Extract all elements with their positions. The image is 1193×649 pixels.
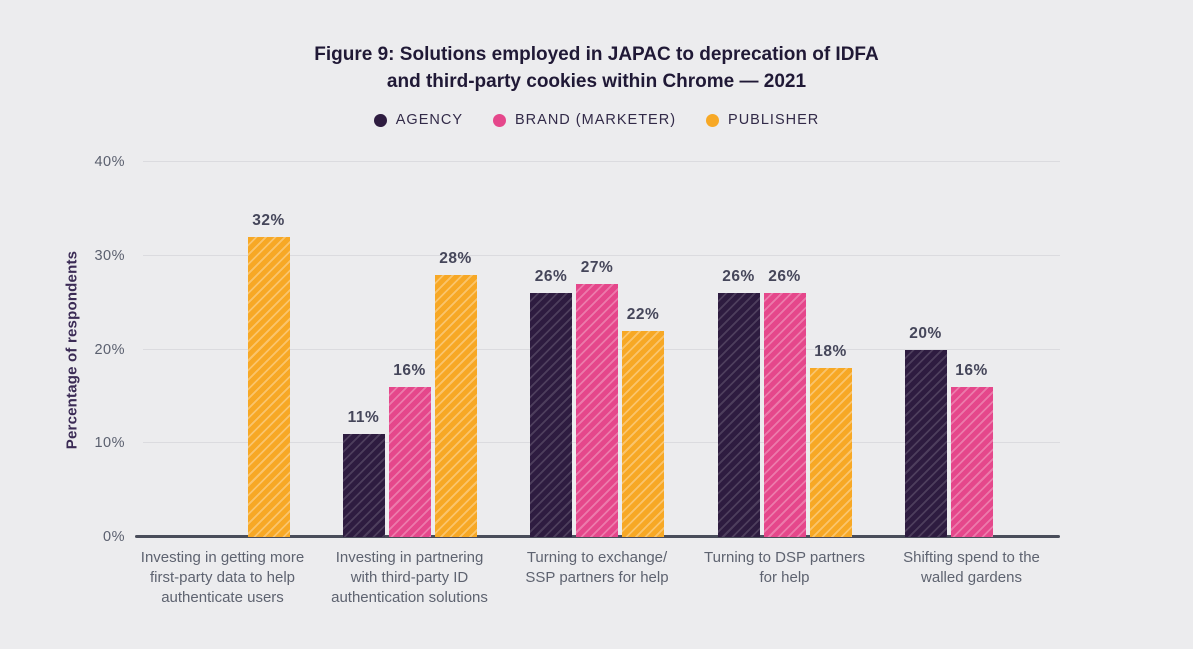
bar-slot-agency: 26% — [717, 162, 760, 537]
legend-label-brand: BRAND (MARKETER) — [515, 112, 677, 128]
bar-agency: 26% — [530, 268, 572, 537]
bar-slot-agency — [156, 162, 198, 537]
bar-publisher: 28% — [434, 250, 477, 537]
bar-brand: 26% — [763, 268, 806, 537]
bar-slot-brand: 27% — [576, 162, 618, 537]
y-tick-label-30: 30% — [94, 247, 125, 264]
legend-label-publisher: PUBLISHER — [728, 112, 820, 128]
bar-publisher: 22% — [622, 306, 664, 537]
legend-label-agency: AGENCY — [395, 112, 464, 128]
bar-value-label: 26% — [768, 268, 801, 286]
figure-title-line2: and third-party cookies within Chrome — … — [386, 71, 807, 92]
bar-slot-publisher: 22% — [622, 162, 664, 537]
figure-number: Figure 9: — [314, 44, 395, 65]
legend-item-agency: AGENCY — [373, 112, 464, 128]
y-tick-label-20: 20% — [94, 341, 125, 358]
bar-value-label: 11% — [347, 408, 380, 426]
bar-group-1: 32% — [156, 162, 290, 537]
chart-legend: AGENCY BRAND (MARKETER) PUBLISHER — [0, 112, 1193, 128]
bar-value-label: 16% — [955, 362, 988, 379]
y-axis-title-text: Percentage of respondents — [63, 250, 81, 449]
category-label-3: Turning to exchange/SSP partners for hel… — [525, 549, 669, 586]
gridline-40 — [143, 161, 1060, 162]
legend-item-publisher: PUBLISHER — [706, 112, 819, 128]
bar-value-label: 27% — [580, 258, 614, 276]
bar-group-5: 20% 16% — [904, 162, 1039, 537]
bar-slot-brand: 26% — [763, 162, 806, 537]
bar-slot-publisher: 28% — [434, 162, 477, 537]
gridline-30 — [143, 254, 1060, 256]
bar-value-label: 26% — [534, 268, 568, 286]
y-tick-label-10: 10% — [94, 435, 125, 452]
bar-group-2: 11% 16% 28% — [342, 162, 477, 537]
bar-publisher: 32% — [247, 212, 290, 537]
bar-publisher: 18% — [809, 343, 852, 537]
bar-value-label: 32% — [252, 212, 285, 229]
bar-slot-brand — [202, 162, 244, 537]
bar-group-4: 26% 26% 18% — [717, 162, 852, 537]
bar-value-label: 16% — [393, 362, 426, 379]
bar-slot-agency: 26% — [530, 162, 572, 537]
plot-area: Percentage of respondents 0% 10% 20% 30% 40%… — [64, 154, 1060, 606]
bar-value-label: 18% — [814, 343, 847, 361]
figure-title-text: Solutions employed in JAPAC to deprecati… — [394, 44, 879, 65]
bar-group-3: 26% 27% 22% — [530, 162, 664, 537]
bar-brand: 16% — [950, 362, 993, 537]
bar-value-label: 22% — [626, 305, 660, 323]
legend-swatch-brand-icon — [493, 113, 507, 127]
legend-swatch-publisher-icon — [706, 113, 720, 127]
legend-swatch-agency-icon — [373, 113, 387, 127]
legend-item-brand: BRAND (MARKETER) — [493, 112, 676, 128]
category-label-4: Turning to DSP partners for help — [704, 549, 865, 586]
category-label-2: Investing in partnering with third-party … — [331, 549, 488, 606]
bar-slot-publisher — [997, 162, 1039, 537]
bar-slot-publisher: 18% — [809, 162, 852, 537]
bar-value-label: 26% — [722, 268, 755, 286]
bar-slot-brand: 16% — [950, 162, 993, 537]
y-tick-label-0: 0% — [103, 529, 125, 545]
bar-slot-agency: 20% — [904, 162, 947, 537]
bar-agency: 26% — [717, 268, 760, 537]
category-label-5: Shifting spend to the walled gardens — [903, 549, 1040, 586]
bar-brand: 16% — [388, 362, 431, 537]
bar-slot-agency: 11% — [342, 162, 385, 537]
bar-brand: 27% — [576, 259, 618, 537]
figure-title: Figure 9: Solutions employed in JAPAC to… — [0, 41, 1193, 95]
bar-slot-brand: 16% — [388, 162, 431, 537]
figure-title-line1: Figure 9: Solutions employed in JAPAC to… — [0, 41, 1193, 68]
bar-value-label: 28% — [439, 249, 472, 267]
bar-slot-publisher: 32% — [247, 162, 290, 537]
y-tick-label-40: 40% — [94, 154, 125, 170]
bar-value-label: 20% — [909, 324, 942, 342]
bar-agency: 11% — [342, 409, 385, 537]
category-label-1: Investing in getting more first-party dat… — [140, 549, 305, 606]
bar-agency: 20% — [904, 325, 947, 537]
